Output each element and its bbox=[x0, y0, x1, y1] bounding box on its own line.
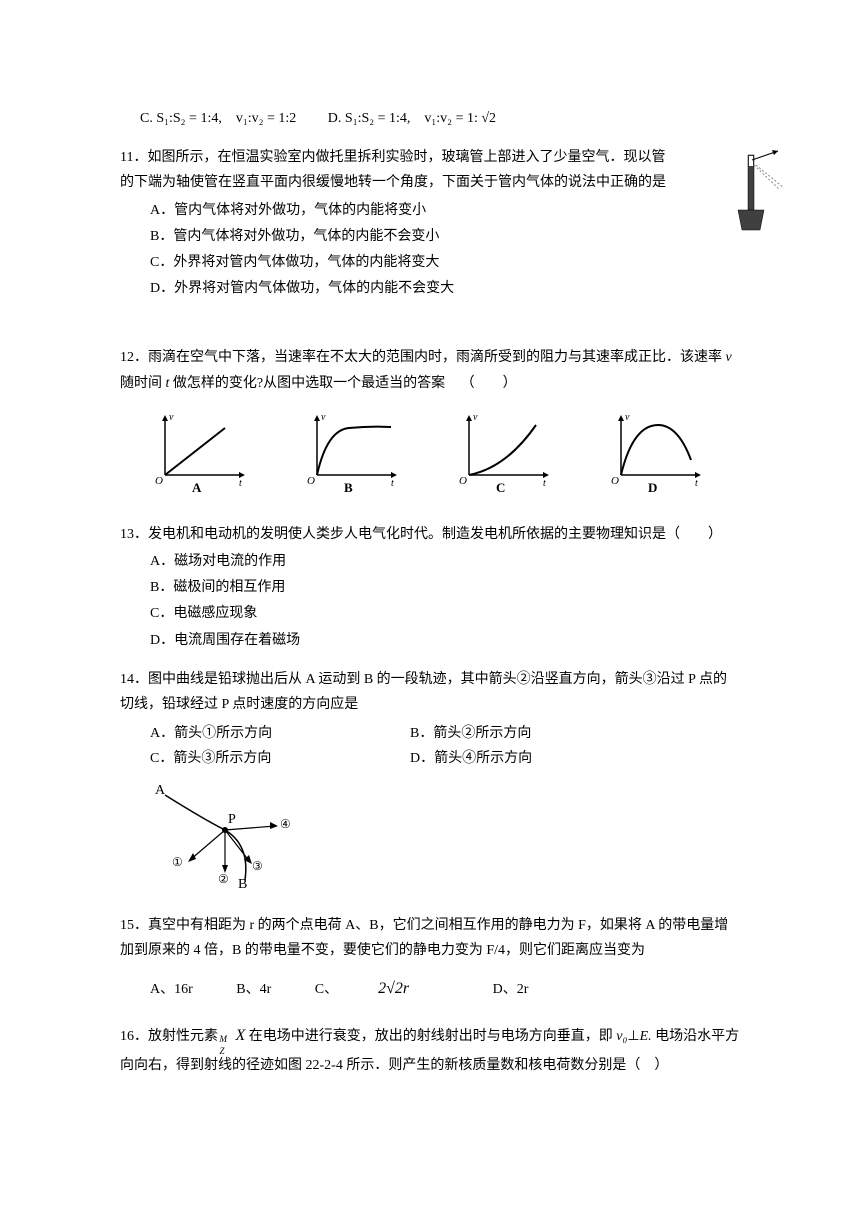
q14-options: A．箭头①所示方向 B．箭头②所示方向 C．箭头③所示方向 D．箭头④所示方向 bbox=[150, 721, 740, 771]
svg-text:O: O bbox=[459, 475, 467, 487]
q16-p1: 16．放射性元素 bbox=[120, 1029, 222, 1044]
q13-option-d: D．电流周围存在着磁场 bbox=[150, 628, 740, 653]
q13-option-a: A．磁场对电流的作用 bbox=[150, 549, 740, 574]
svg-text:O: O bbox=[155, 475, 163, 487]
svg-text:v: v bbox=[169, 412, 174, 423]
svg-text:t: t bbox=[543, 478, 546, 489]
svg-text:t: t bbox=[391, 478, 394, 489]
q12-graphs: v t O A v t O B v t O C bbox=[130, 410, 730, 504]
q15-option-d: D、2r bbox=[493, 982, 529, 997]
graph-d: v t O D bbox=[603, 410, 713, 504]
q15-options: A、16r B、4r C、2√2r D、2r bbox=[150, 975, 740, 1004]
q11-option-c: C．外界将对管内气体做功，气体的内能将变大 bbox=[150, 250, 740, 275]
q11-option-d: D．外界将对管内气体做功，气体的内能不会变大 bbox=[150, 276, 740, 301]
q14-stem: 14．图中曲线是铅球抛出后从 A 运动到 B 的一段轨迹，其中箭头②沿竖直方向，… bbox=[120, 667, 740, 717]
svg-text:t: t bbox=[239, 478, 242, 489]
svg-text:t: t bbox=[695, 478, 698, 489]
svg-text:①: ① bbox=[172, 855, 183, 869]
q12-stem-p1: 12．雨滴在空气中下落，当速率在不太大的范围内时，雨滴所受到的阻力与其速率成正比… bbox=[120, 350, 726, 365]
trajectory-icon: A B P ① ② ③ ④ bbox=[150, 780, 310, 890]
q16-stem: 16．放射性元素 MZX 在电场中进行衰变，放出的射线射出时与电场方向垂直，即 … bbox=[120, 1020, 740, 1080]
q10-option-c: C. S₁:S₂ = 1:4, v₁:v₂ = 1:2 bbox=[140, 111, 296, 126]
graph-d-icon: v t O D bbox=[603, 410, 713, 495]
svg-text:v: v bbox=[625, 412, 630, 423]
q13-option-c: C．电磁感应现象 bbox=[150, 601, 740, 626]
q11-option-a: A．管内气体将对外做功，气体的内能将变小 bbox=[150, 198, 740, 223]
q16-p2: 在电场中进行衰变，放出的射线射出时与电场方向垂直，即 bbox=[245, 1029, 616, 1044]
q12-stem-p2: 随时间 bbox=[120, 376, 166, 391]
q11-figure bbox=[730, 145, 800, 254]
q12-var-v: v bbox=[726, 350, 732, 365]
q11-options: A．管内气体将对外做功，气体的内能将变小 B．管内气体将对外做功，气体的内能不会… bbox=[150, 198, 740, 302]
q12-stem: 12．雨滴在空气中下落，当速率在不太大的范围内时，雨滴所受到的阻力与其速率成正比… bbox=[120, 345, 740, 395]
q16-E: E. bbox=[640, 1029, 652, 1044]
svg-text:D: D bbox=[648, 480, 657, 495]
graph-a: v t O A bbox=[147, 410, 257, 504]
q14-figure: A B P ① ② ③ ④ bbox=[150, 780, 740, 899]
graph-c: v t O C bbox=[451, 410, 561, 504]
svg-text:③: ③ bbox=[252, 859, 263, 873]
q13-option-b: B．磁极间的相互作用 bbox=[150, 575, 740, 600]
svg-text:B: B bbox=[238, 877, 247, 890]
q11-container: 11．如图所示，在恒温实验室内做托里拆利实验时，玻璃管上部进入了少量空气．现以管… bbox=[120, 145, 740, 301]
q15-option-a: A、16r bbox=[150, 982, 193, 997]
graph-b-icon: v t O B bbox=[299, 410, 409, 495]
graph-c-icon: v t O C bbox=[451, 410, 561, 495]
q16-perp: ⊥ bbox=[627, 1029, 639, 1044]
svg-text:O: O bbox=[611, 475, 619, 487]
q16-X: X bbox=[236, 1027, 246, 1044]
q12-stem-p3: 做怎样的变化?从图中选取一个最适当的答案 bbox=[169, 376, 445, 391]
svg-text:O: O bbox=[307, 475, 315, 487]
q14-option-a: A．箭头①所示方向 bbox=[150, 721, 410, 746]
svg-text:P: P bbox=[228, 812, 236, 827]
q13-stem: 13．发电机和电动机的发明使人类步人电气化时代。制造发电机所依据的主要物理知识是… bbox=[120, 522, 740, 547]
q16-v0: v₀ bbox=[616, 1029, 627, 1044]
q10-option-d: D. S₁:S₂ = 1:4, v₁:v₂ = 1: √2 bbox=[328, 111, 496, 126]
q13-options: A．磁场对电流的作用 B．磁极间的相互作用 C．电磁感应现象 D．电流周围存在着… bbox=[150, 549, 740, 653]
q11-stem: 11．如图所示，在恒温实验室内做托里拆利实验时，玻璃管上部进入了少量空气．现以管… bbox=[120, 145, 740, 195]
svg-text:v: v bbox=[473, 412, 478, 423]
q10-options-row: C. S₁:S₂ = 1:4, v₁:v₂ = 1:2 D. S₁:S₂ = 1… bbox=[140, 106, 740, 131]
q14-option-d: D．箭头④所示方向 bbox=[410, 746, 532, 771]
svg-text:②: ② bbox=[218, 872, 229, 886]
svg-text:A: A bbox=[192, 480, 202, 495]
q15-option-b: B、4r bbox=[236, 982, 271, 997]
svg-text:v: v bbox=[321, 412, 326, 423]
q15-stem: 15．真空中有相距为 r 的两个点电荷 A、B，它们之间相互作用的静电力为 F，… bbox=[120, 913, 740, 963]
graph-b: v t O B bbox=[299, 410, 409, 504]
svg-text:④: ④ bbox=[280, 817, 291, 831]
q11-option-b: B．管内气体将对外做功，气体的内能不会变小 bbox=[150, 224, 740, 249]
q14-option-c: C．箭头③所示方向 bbox=[150, 746, 410, 771]
svg-text:B: B bbox=[344, 480, 353, 495]
q14-option-b: B．箭头②所示方向 bbox=[410, 721, 531, 746]
torricelli-icon bbox=[730, 145, 800, 245]
svg-text:C: C bbox=[496, 480, 505, 495]
graph-a-icon: v t O A bbox=[147, 410, 257, 495]
svg-text:A: A bbox=[155, 783, 166, 798]
q15-option-c: C、2√2r bbox=[315, 982, 449, 997]
q12-paren: （ ） bbox=[461, 376, 517, 391]
